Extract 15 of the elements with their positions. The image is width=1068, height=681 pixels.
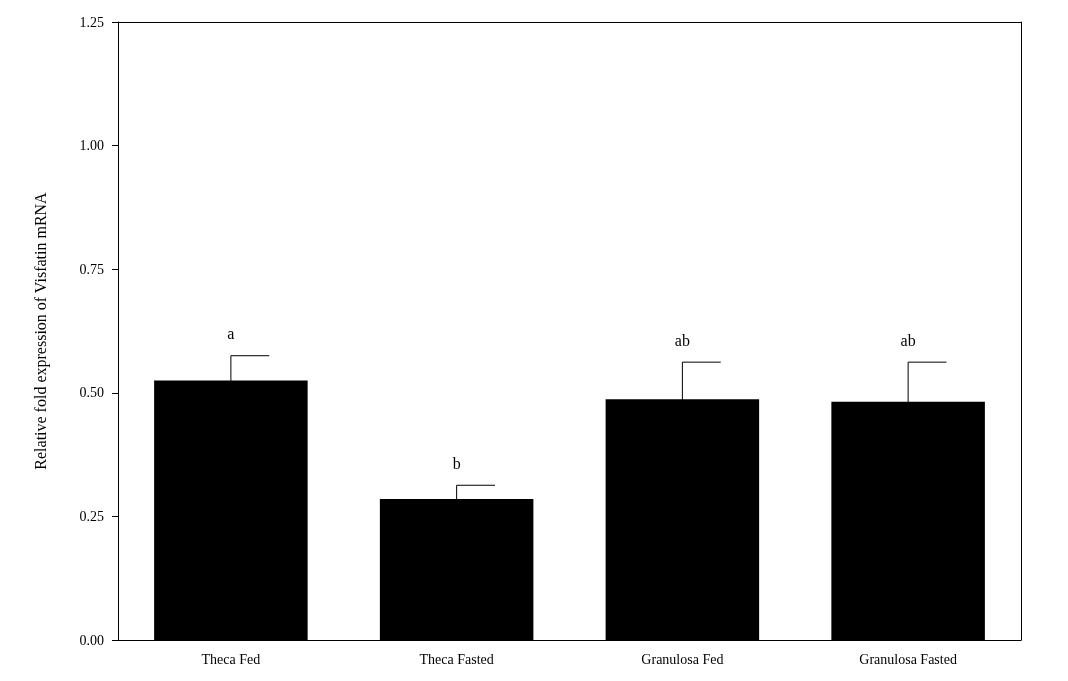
y-tick-label: 0.00: [79, 632, 104, 648]
annotation: ab: [900, 331, 916, 349]
y-tick-label: 0.50: [79, 385, 104, 401]
x-tick-label: Granulosa Fasted: [859, 651, 957, 667]
y-axis-title: Relative fold expression of Visfatin mRNA: [31, 191, 50, 470]
y-tick-label: 1.00: [79, 138, 104, 154]
x-tick-label: Granulosa Fed: [641, 651, 724, 667]
y-tick-label: 0.75: [79, 261, 104, 277]
y-tick-label: 1.25: [79, 14, 104, 30]
y-tick-label: 0.25: [79, 508, 104, 524]
annotation: ab: [674, 331, 690, 349]
annotation: b: [452, 454, 461, 472]
x-tick-label: Theca Fasted: [419, 651, 494, 667]
annotation: a: [227, 325, 235, 343]
x-tick-label: Theca Fed: [201, 651, 261, 667]
